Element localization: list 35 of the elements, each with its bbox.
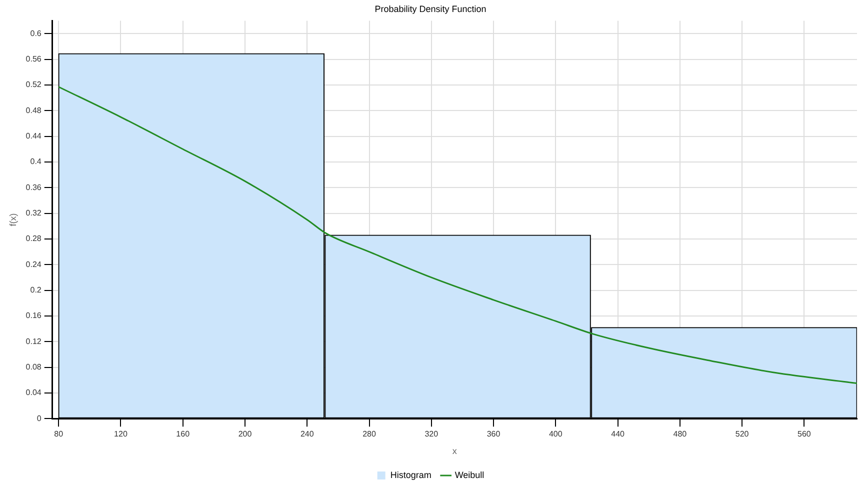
x-tick-label: 240 (300, 430, 314, 439)
y-tick-label: 0.04 (26, 388, 42, 398)
y-tick-label: 0.6 (30, 28, 42, 38)
y-tick-label: 0.28 (26, 234, 42, 244)
x-tick-label: 280 (362, 430, 376, 439)
chart-title: Probability Density Function (374, 4, 486, 14)
legend-label: Histogram (390, 470, 432, 480)
x-tick-label: 400 (548, 430, 563, 439)
y-tick-label: 0.44 (26, 131, 42, 140)
y-tick-label: 0.4 (30, 157, 42, 166)
x-tick-label: 560 (798, 430, 812, 439)
x-axis-title: x (452, 446, 458, 456)
y-tick-label: 0.12 (26, 336, 42, 346)
line-series (58, 86, 857, 384)
x-tick-label: 200 (238, 430, 252, 439)
legend-label: Weibull (454, 470, 484, 480)
y-tick-label: 0.2 (30, 285, 42, 294)
y-tick-label: 0.36 (26, 182, 42, 192)
x-tick-label: 440 (611, 430, 626, 439)
y-tick-label: 0.52 (26, 80, 42, 90)
y-tick-label: 0.32 (26, 208, 42, 218)
y-tick-label: 0.24 (26, 260, 42, 269)
x-tick-label: 480 (673, 430, 688, 439)
x-tick-label: 520 (735, 430, 750, 439)
y-axis-title: f(x) (8, 213, 18, 226)
x-tick-label: 80 (54, 430, 64, 439)
x-tick-label: 120 (114, 430, 128, 439)
y-tick-label: 0.08 (26, 362, 42, 372)
x-tick-label: 360 (486, 430, 501, 439)
y-tick-label: 0.56 (26, 54, 42, 64)
x-tick-label: 320 (424, 430, 439, 439)
y-tick-label: 0.48 (26, 106, 42, 115)
y-tick-label: 0.16 (26, 311, 42, 320)
y-tick-label: 0 (36, 414, 42, 423)
x-tick-label: 160 (176, 430, 190, 439)
